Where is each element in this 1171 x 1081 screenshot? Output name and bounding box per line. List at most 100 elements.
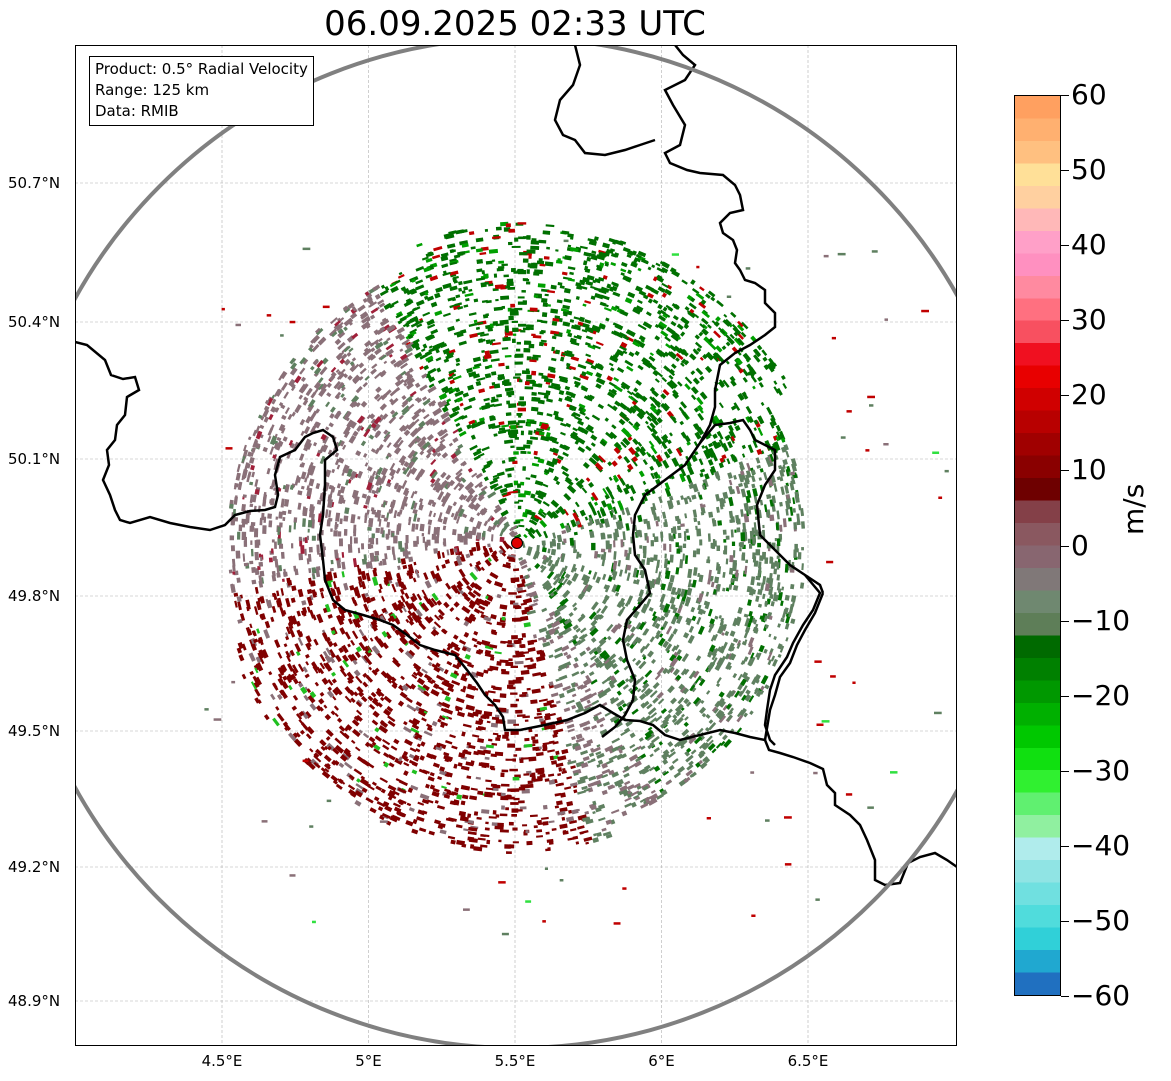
echo-gate <box>514 361 523 365</box>
echo-gate <box>247 471 252 478</box>
echo-gate <box>680 402 687 409</box>
echo-gate <box>608 754 618 762</box>
echo-gate <box>501 783 510 787</box>
echo-gate <box>371 363 378 370</box>
echo-gate <box>242 494 247 498</box>
echo-gate <box>385 533 389 540</box>
echo-gate <box>797 552 802 560</box>
echo-gate <box>561 770 567 775</box>
echo-gate <box>473 644 478 648</box>
echo-gate <box>579 245 588 250</box>
echo-gate <box>428 510 433 517</box>
echo-gate <box>520 330 526 333</box>
echo-gate <box>647 650 654 658</box>
echo-gate <box>501 263 508 267</box>
echo-gate <box>459 251 466 256</box>
echo-gate <box>638 737 644 742</box>
echo-gate <box>733 402 741 411</box>
echo-gate <box>599 728 608 736</box>
echo-gate <box>625 523 630 531</box>
echo-gate <box>557 755 567 762</box>
echo-gate <box>776 574 781 581</box>
echo-gate <box>722 571 726 578</box>
echo-gate <box>477 790 484 796</box>
echo-gate <box>777 653 782 658</box>
echo-gate <box>547 304 551 307</box>
echo-gate <box>306 606 311 613</box>
echo-gate <box>705 727 710 732</box>
echo-gate <box>338 538 343 547</box>
echo-gate <box>393 738 400 745</box>
echo-gate <box>546 413 553 417</box>
echo-gate <box>350 639 356 646</box>
echo-gate <box>548 611 556 618</box>
echo-gate <box>419 450 425 456</box>
echo-gate <box>546 246 550 250</box>
echo-gate <box>626 784 635 791</box>
echo-gate <box>351 719 360 727</box>
echo-gate <box>401 356 410 364</box>
echo-gate <box>547 847 551 851</box>
echo-gate <box>518 493 526 498</box>
echo-gate <box>522 327 530 331</box>
echo-gate <box>694 341 703 349</box>
echo-gate <box>536 411 544 416</box>
echo-gate <box>490 722 499 728</box>
echo-gate <box>313 638 319 646</box>
echo-gate <box>666 448 673 455</box>
echo-gate <box>562 767 566 772</box>
echo-gate <box>695 655 702 662</box>
echo-gate <box>721 345 727 351</box>
echo-gate <box>354 651 362 659</box>
echo-gate <box>249 503 254 508</box>
echo-gate <box>791 463 798 472</box>
echo-gate <box>343 515 349 522</box>
echo-gate <box>508 432 518 438</box>
echo-gate <box>569 271 574 276</box>
echo-gate <box>419 793 430 801</box>
echo-gate <box>564 786 572 790</box>
echo-gate <box>644 642 650 650</box>
echo-gate <box>516 582 526 588</box>
echo-gate <box>454 787 459 793</box>
echo-gate <box>648 355 656 362</box>
echo-gate <box>332 642 338 648</box>
echo-gate <box>510 703 518 708</box>
echo-gate <box>542 500 550 507</box>
echo-gate <box>718 691 725 698</box>
echo-gate <box>782 458 788 466</box>
echo-gate <box>249 623 253 629</box>
echo-gate <box>536 712 542 716</box>
echo-gate <box>390 397 399 406</box>
echo-gate <box>297 637 304 646</box>
echo-gate <box>623 665 629 671</box>
echo-gate <box>737 673 743 681</box>
echo-gate <box>298 536 302 541</box>
echo-gate <box>358 628 365 637</box>
echo-gate <box>304 548 307 556</box>
echo-gate <box>574 549 578 553</box>
echo-gate <box>635 379 643 386</box>
echo-gate <box>624 297 633 304</box>
echo-gate <box>747 599 752 606</box>
echo-gate <box>464 616 473 624</box>
echo-gate <box>448 411 458 419</box>
echo-gate <box>361 493 368 499</box>
echo-gate <box>734 529 737 533</box>
radar-map[interactable] <box>75 45 957 1046</box>
echo-gate <box>254 479 259 487</box>
echo-gate <box>696 727 704 735</box>
echo-gate <box>371 489 377 495</box>
echo-gate <box>644 420 649 425</box>
echo-gate <box>496 734 502 738</box>
echo-gate <box>371 719 379 726</box>
echo-gate <box>508 228 516 233</box>
echo-gate <box>371 533 375 539</box>
echo-gate <box>455 357 461 363</box>
echo-gate <box>592 811 596 815</box>
echo-gate <box>644 669 653 678</box>
echo-gate <box>598 817 606 822</box>
echo-gate <box>508 403 517 409</box>
echo-gate <box>355 783 364 790</box>
echo-gate <box>777 591 783 601</box>
